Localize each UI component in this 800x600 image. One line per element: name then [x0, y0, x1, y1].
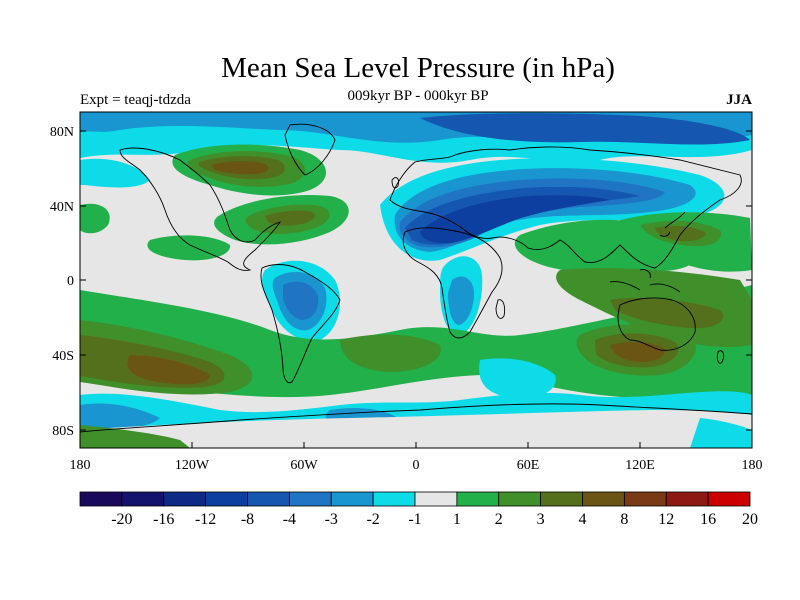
coastlines — [80, 123, 752, 433]
colorbar-swatch — [456, 491, 500, 507]
colorbar-swatch — [121, 491, 165, 507]
colorbar-label: -8 — [241, 511, 254, 528]
colorbar-label: -3 — [325, 511, 338, 528]
colorbar-swatch — [414, 491, 458, 507]
lat-label: 0 — [67, 274, 74, 289]
lat-label: 40N — [50, 200, 74, 215]
colorbar-label: -2 — [366, 511, 379, 528]
map-title: Mean Sea Level Pressure (in hPa) — [221, 52, 615, 84]
colorbar-label: 2 — [495, 511, 503, 528]
colorbar-label: -1 — [408, 511, 421, 528]
colorbar-swatch — [665, 491, 709, 507]
map-subtitle: 009kyr BP - 000kyr BP — [347, 88, 489, 104]
lon-label: 60W — [290, 458, 318, 473]
lon-label: 60E — [517, 458, 540, 473]
lon-labels: 180 120W 60W 0 60E 120E 180 — [70, 458, 763, 473]
lon-label: 0 — [413, 458, 420, 473]
colorbar-label: -4 — [283, 511, 296, 528]
colorbar-swatch — [163, 491, 207, 507]
colorbar-label: -12 — [195, 511, 216, 528]
colorbar-swatch — [247, 491, 290, 507]
colorbar-label: 1 — [453, 511, 461, 528]
lat-labels: 80N 40N 0 40S 80S — [50, 125, 74, 439]
colorbar-label: 4 — [579, 511, 587, 528]
colorbar-label: 16 — [700, 511, 716, 528]
map-field — [80, 112, 752, 448]
colorbar-swatch — [288, 491, 332, 507]
lon-label: 120W — [175, 458, 210, 473]
lon-label: 180 — [742, 458, 763, 473]
lat-ticks — [80, 130, 752, 431]
colorbar-swatch — [205, 491, 248, 507]
colorbar-label: -16 — [153, 511, 174, 528]
colorbar-swatch — [498, 491, 542, 507]
colorbar-swatch — [372, 491, 416, 507]
lon-label: 180 — [70, 458, 91, 473]
lat-label: 80S — [52, 424, 74, 439]
season-label: JJA — [726, 92, 752, 108]
colorbar-swatch — [79, 491, 123, 507]
colorbar-swatch — [707, 491, 751, 507]
colorbar-swatch — [540, 491, 583, 507]
lon-label: 120E — [625, 458, 655, 473]
colorbar-swatch — [623, 491, 667, 507]
colorbar-label: 20 — [742, 511, 758, 528]
lon-ticks — [79, 442, 753, 448]
colorbar-label: 3 — [537, 511, 545, 528]
colorbar-label: 8 — [620, 511, 628, 528]
colorbar-label: -20 — [111, 511, 132, 528]
colorbar-swatch — [330, 491, 374, 507]
lat-label: 40S — [52, 349, 74, 364]
colorbar-label: 12 — [658, 511, 674, 528]
lat-label: 80N — [50, 125, 74, 140]
colorbar-labels: -20 -16 -12 -8 -4 -3 -2 -1 1 2 3 4 8 12 16 20 — [111, 511, 758, 528]
colorbar — [79, 491, 751, 507]
colorbar-swatch — [582, 491, 625, 507]
experiment-label: Expt = teaqj-tdzda — [80, 92, 191, 108]
